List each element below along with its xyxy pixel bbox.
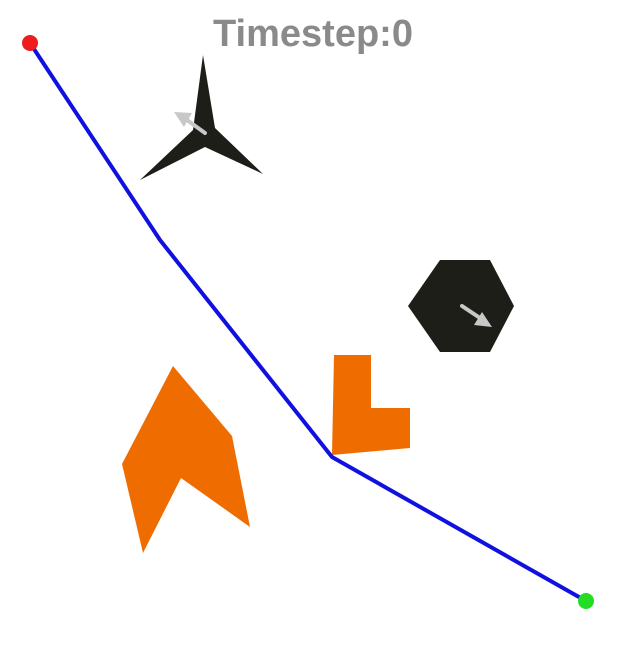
tri-star-obstacle [140, 55, 263, 180]
hexagon-obstacle [408, 260, 514, 352]
goal-marker [578, 593, 594, 609]
l-block-obstacle [332, 355, 410, 455]
planned-path [28, 41, 588, 603]
chevron-obstacle [122, 366, 250, 553]
start-marker [22, 35, 38, 51]
velocity-arrow-icon [460, 304, 492, 327]
tri-star-body [140, 55, 263, 180]
velocity-arrow-icon [174, 112, 207, 135]
timestep-label: Timestep:0 [213, 13, 413, 55]
